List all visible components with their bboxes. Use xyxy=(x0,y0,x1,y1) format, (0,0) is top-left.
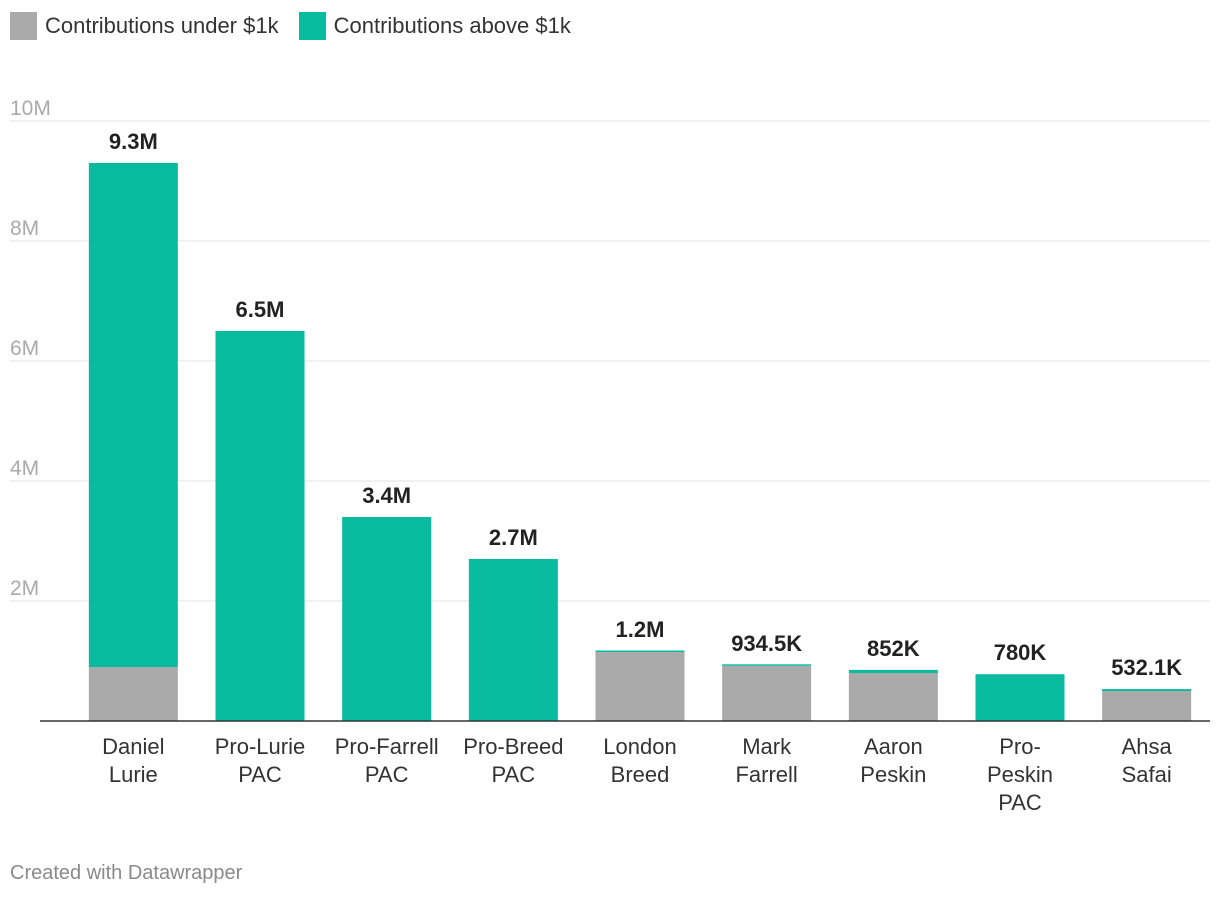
legend: Contributions under $1k Contributions ab… xyxy=(10,12,571,40)
bar-total-label: 1.2M xyxy=(616,617,665,642)
bar-total-label: 6.5M xyxy=(236,297,285,322)
x-category-label: London Breed xyxy=(603,734,676,787)
bar-under-1k xyxy=(848,673,938,721)
x-category-label: Pro-Breed PAC xyxy=(463,734,563,787)
x-category-label: Pro-Farrell PAC xyxy=(335,734,439,787)
footer-credit: Created with Datawrapper xyxy=(10,862,243,884)
x-category-label: Pro-Lurie PAC xyxy=(215,734,305,787)
bar-total-label: 3.4M xyxy=(362,483,411,508)
bar-above-1k xyxy=(342,517,432,721)
y-tick-label: 10M xyxy=(10,97,51,120)
x-category-label: Daniel Lurie xyxy=(102,734,164,787)
x-category-label: Pro-Peskin PAC xyxy=(987,734,1053,815)
bar-above-1k xyxy=(215,331,305,721)
y-tick-label: 4M xyxy=(10,457,39,480)
legend-swatch-above xyxy=(298,12,326,40)
y-tick-label: 2M xyxy=(10,577,39,600)
bar-above-1k xyxy=(848,669,938,673)
bar-under-1k xyxy=(722,665,812,721)
y-tick-label: 8M xyxy=(10,217,39,240)
legend-item-under: Contributions under $1k xyxy=(10,12,279,40)
legend-label-under: Contributions under $1k xyxy=(45,13,279,38)
bar-total-label: 780K xyxy=(994,640,1047,665)
bar-total-label: 532.1K xyxy=(1111,655,1182,680)
legend-label-above: Contributions above $1k xyxy=(333,13,571,38)
x-category-label: Mark Farrell xyxy=(735,734,797,787)
bar-total-label: 852K xyxy=(867,636,920,661)
bar-under-1k xyxy=(1102,691,1192,721)
x-category-label: Ahsa Safai xyxy=(1122,734,1173,787)
bar-above-1k xyxy=(595,650,685,652)
bar-above-1k xyxy=(468,559,558,721)
bar-above-1k xyxy=(975,674,1065,721)
bar-total-label: 934.5K xyxy=(731,631,802,656)
bar-under-1k xyxy=(595,652,685,721)
bar-above-1k xyxy=(722,664,812,666)
x-category-label: Aaron Peskin xyxy=(860,734,926,787)
legend-item-above: Contributions above $1k xyxy=(298,12,571,40)
bar-total-label: 2.7M xyxy=(489,525,538,550)
stacked-bar-chart: 2M 4M 6M 8M 10M 9.3M Daniel Lurie 6.5M Pro-Lurie P… xyxy=(10,97,1210,815)
bar-under-1k xyxy=(88,667,178,721)
bar-above-1k xyxy=(88,163,178,667)
legend-swatch-under xyxy=(10,12,37,40)
bar-total-label: 9.3M xyxy=(109,129,158,154)
bar-above-1k xyxy=(1102,689,1192,691)
y-tick-label: 6M xyxy=(10,337,39,360)
